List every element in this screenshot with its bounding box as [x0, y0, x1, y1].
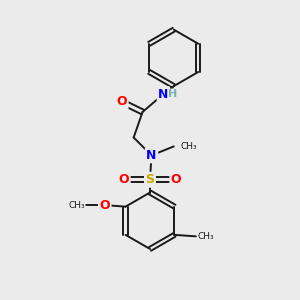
Text: O: O	[116, 95, 127, 108]
Text: CH₃: CH₃	[68, 201, 85, 210]
Text: O: O	[99, 199, 110, 212]
Text: O: O	[118, 173, 129, 186]
Text: S: S	[146, 173, 154, 186]
Text: N: N	[146, 149, 157, 162]
Text: N: N	[158, 88, 169, 100]
Text: CH₃: CH₃	[180, 142, 197, 151]
Text: H: H	[168, 89, 178, 99]
Text: O: O	[171, 173, 182, 186]
Text: CH₃: CH₃	[197, 232, 214, 241]
